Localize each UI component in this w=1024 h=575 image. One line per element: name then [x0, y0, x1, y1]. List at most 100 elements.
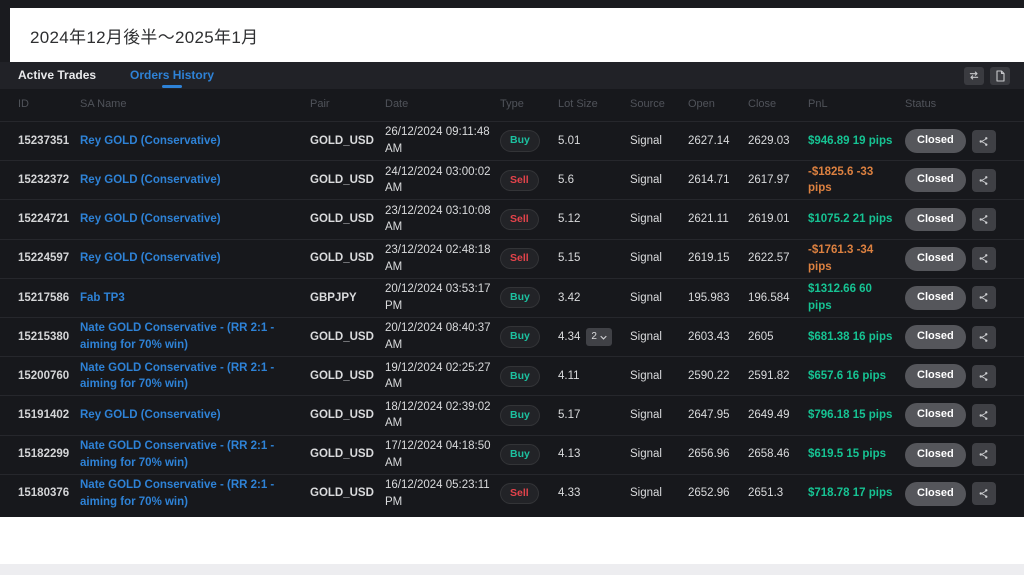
- type-cell: Buy: [500, 404, 558, 427]
- share-icon: [979, 175, 988, 185]
- status-cell: Closed: [905, 246, 966, 271]
- top-border-strip: [0, 0, 1024, 8]
- sa-name-link[interactable]: Rey GOLD (Conservative): [80, 252, 221, 265]
- sa-name-link[interactable]: Nate GOLD Conservative - (RR 2:1 - aimin…: [80, 479, 275, 508]
- active-tab-underline: [162, 85, 183, 88]
- source: Signal: [630, 487, 662, 500]
- sa-name-link[interactable]: Fab TP3: [80, 291, 125, 304]
- source: Signal: [630, 369, 662, 382]
- share-icon: [979, 293, 988, 303]
- pnl: -$1761.3 -34 pips: [808, 243, 874, 273]
- sa-name-link[interactable]: Rey GOLD (Conservative): [80, 409, 221, 422]
- close-price: 2622.57: [748, 252, 790, 265]
- pnl: $681.38 16 pips: [808, 330, 893, 343]
- share-icon: [979, 254, 988, 264]
- actions-cell: [965, 168, 1024, 192]
- pnl: $1312.66 60 pips: [808, 283, 872, 312]
- table-row: 15182299 Nate GOLD Conservative - (RR 2:1…: [0, 434, 1024, 474]
- share-button[interactable]: [971, 482, 996, 506]
- type-badge: Buy: [500, 365, 540, 387]
- lot-size: 5.17: [558, 409, 581, 422]
- order-id: 15224721: [18, 213, 70, 226]
- sa-name-link[interactable]: Rey GOLD (Conservative): [80, 173, 221, 186]
- status-cell: Closed: [905, 364, 966, 389]
- type-badge: Sell: [500, 483, 539, 505]
- pair: GOLD_USD: [310, 409, 374, 422]
- actions-cell: [965, 247, 1024, 271]
- tab-active-trades[interactable]: Active Trades: [18, 63, 96, 88]
- open-price: 2621.11: [688, 213, 729, 226]
- open-price: 2627.14: [688, 134, 730, 147]
- status-cell: Closed: [905, 481, 966, 506]
- lot-size: 4.11: [558, 369, 580, 382]
- status-cell: Closed: [905, 403, 966, 428]
- table-body: 15237351 Rey GOLD (Conservative) GOLD_USD 2…: [0, 121, 1024, 513]
- open-price: 2590.22: [688, 369, 730, 382]
- close-price: 2629.03: [748, 134, 790, 147]
- share-button[interactable]: [971, 325, 996, 349]
- share-button[interactable]: [971, 403, 996, 427]
- table-row: 15224721 Rey GOLD (Conservative) GOLD_USD 2…: [0, 199, 1024, 238]
- sa-name-link[interactable]: Nate GOLD Conservative - (RR 2:1 - aimin…: [80, 361, 275, 391]
- source: Signal: [630, 213, 662, 226]
- col-header-sa-name: SA Name: [80, 98, 127, 111]
- sa-name-link[interactable]: Rey GOLD (Conservative): [80, 213, 221, 226]
- source: Signal: [630, 173, 662, 186]
- sa-name-link[interactable]: Rey GOLD (Conservative): [80, 134, 221, 147]
- source: Signal: [630, 252, 662, 265]
- share-button[interactable]: [971, 168, 996, 192]
- open-price: 195.983: [688, 291, 730, 304]
- status-badge: Closed: [905, 207, 966, 232]
- pnl: $718.78 17 pips: [808, 487, 893, 500]
- open-price: 2603.43: [688, 330, 730, 343]
- actions-cell: [965, 286, 1024, 310]
- share-button[interactable]: [971, 129, 996, 153]
- open-price: 2652.96: [688, 487, 730, 500]
- open-price: 2647.95: [688, 409, 730, 422]
- type-badge: Buy: [500, 130, 540, 152]
- pair: GOLD_USD: [310, 330, 374, 343]
- close-price: 2651.3: [748, 487, 784, 500]
- close-price: 2649.49: [748, 409, 790, 422]
- type-cell: Buy: [500, 130, 558, 152]
- sync-button[interactable]: [964, 66, 984, 85]
- pair: GOLD_USD: [310, 252, 374, 265]
- type-cell: Sell: [500, 248, 558, 270]
- share-button[interactable]: [971, 364, 996, 388]
- share-button[interactable]: [971, 247, 996, 271]
- order-id: 15182299: [18, 448, 70, 461]
- col-header-type: Type: [500, 98, 524, 111]
- share-button[interactable]: [971, 207, 996, 231]
- share-icon: [979, 371, 988, 381]
- trades-panel: Active Trades Orders History ID SA Name …: [0, 62, 1024, 517]
- tab-label: Orders History: [130, 68, 215, 82]
- sa-name-link[interactable]: Nate GOLD Conservative - (RR 2:1 - aimin…: [80, 439, 275, 469]
- actions-cell: [965, 207, 1024, 231]
- type-cell: Buy: [500, 287, 558, 309]
- close-price: 196.584: [748, 291, 790, 304]
- status-badge: Closed: [905, 481, 966, 506]
- table-row: 15180376 Nate GOLD Conservative - (RR 2:1…: [0, 473, 1024, 513]
- col-header-open: Open: [688, 98, 715, 111]
- lot-size: 5.15: [558, 252, 581, 265]
- tab-orders-history[interactable]: Orders History: [130, 63, 214, 88]
- order-id: 15217586: [18, 291, 70, 304]
- source: Signal: [630, 134, 662, 147]
- document-button[interactable]: [990, 66, 1010, 85]
- lot-size: 4.13: [558, 448, 581, 461]
- table-row: 15200760 Nate GOLD Conservative - (RR 2:1…: [0, 356, 1024, 395]
- date: 26/12/2024 09:11:48 AM: [385, 126, 490, 156]
- date: 20/12/2024 08:40:37 AM: [385, 322, 491, 352]
- lot-group-dropdown[interactable]: 2: [586, 327, 612, 347]
- status-badge: Closed: [905, 246, 966, 271]
- sa-name-link[interactable]: Nate GOLD Conservative - (RR 2:1 - aimin…: [80, 322, 275, 352]
- chevron-down-icon: [600, 335, 607, 340]
- share-button[interactable]: [971, 443, 996, 467]
- table-row: 15217586 Fab TP3 GBPJPY 20/12/2024 03:53:17…: [0, 277, 1024, 317]
- close-price: 2658.46: [748, 448, 790, 461]
- close-price: 2617.97: [748, 173, 790, 186]
- pair: GBPJPY: [310, 291, 357, 304]
- left-border-strip: [0, 0, 10, 62]
- tab-bar: Active Trades Orders History: [0, 62, 1024, 89]
- share-button[interactable]: [971, 286, 996, 310]
